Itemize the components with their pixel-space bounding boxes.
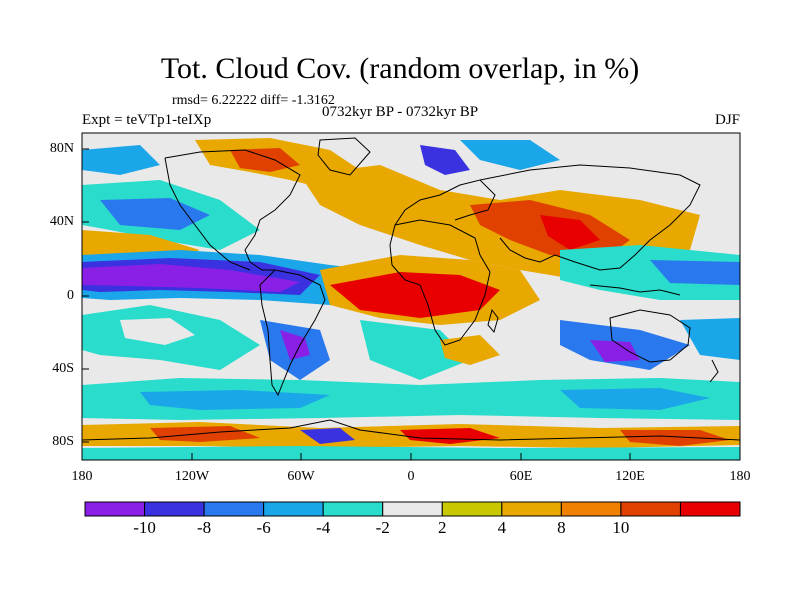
experiment-label: Expt = teVTp1-teIXp [82,112,212,128]
sh-white-1 [120,318,195,345]
lon-label-120e: 120E [615,469,645,484]
new-zealand-coast [709,359,719,383]
atlantic-red [330,272,500,318]
africa-coast [389,219,491,346]
madagascar-coast [487,308,499,334]
eq-violet-band [82,264,300,292]
lon-label-0: 0 [407,469,415,484]
lat-label-40n: 40N [49,214,74,229]
antarctica-coast [82,419,740,441]
sh-cyan-2 [360,320,470,380]
colorbar-swatch [382,501,443,517]
lat-label-80s: 80S [52,434,74,449]
asia-coast [479,164,701,271]
colorbar-swatch [441,501,503,517]
colorbar-label: -10 [133,518,156,537]
lon-label-180e: 180 [729,469,751,484]
colorbar-swatch [322,501,384,517]
lon-label-60e: 60E [509,469,533,484]
axis-ticks [82,148,631,460]
greenland-coast [317,137,371,176]
colorbar-label: -4 [316,518,331,537]
colorbar-swatch [203,501,265,517]
lat-label-80n: 80N [49,141,74,156]
antarctic-red-3 [620,430,730,446]
colorbar-swatch [144,501,205,517]
colorbar [84,501,741,517]
period-label: 0732kyr BP - 0732kyr BP [321,104,479,120]
map-field [82,133,740,460]
arctic-cyan-west [82,145,160,175]
colorbar-swatch [501,501,562,517]
north-america-coast [164,149,301,271]
lon-label-180w: 180 [71,469,93,484]
colorbar-label: 4 [497,518,507,537]
southern-ocean-blue [140,390,330,410]
season-label: DJF [714,112,740,128]
colorbar-label: 10 [612,518,630,537]
australia-coast [609,309,691,363]
colorbar-label: -6 [256,518,271,537]
lon-label-60w: 60W [287,469,315,484]
colorbar-label: -2 [375,518,390,537]
south-america-coast [259,269,326,397]
southern-ocean-blue-2 [560,388,710,410]
antarctic-red-2 [400,428,500,444]
colorbar-swatch [263,501,324,517]
europe-coast [394,179,496,226]
chart-title: Tot. Cloud Cov. (random overlap, in %) [160,52,640,85]
lat-label-0: 0 [67,288,74,303]
antarctic-blue [300,428,355,444]
colorbar-label: 2 [438,518,447,537]
npacific-blue [100,198,210,230]
coastlines [82,137,740,441]
colorbar-swatch [620,501,681,517]
eurasia-red-2 [540,215,600,250]
north-america-west-coast [164,157,251,271]
arctic-red [230,148,300,172]
colorbar-label: 8 [557,518,566,537]
colorbar-label: -8 [196,518,212,537]
colorbar-swatch [84,501,146,517]
sh-violet-2 [590,340,640,362]
colorbar-swatch [560,501,622,517]
arctic-cyan [460,140,560,170]
stats-line: rmsd= 6.22222 diff= -1.3162 [172,93,335,108]
lon-label-120w: 120W [174,469,210,484]
antarctic-red-1 [150,426,260,442]
southern-ocean-cyan [82,378,740,420]
lat-label-40s: 40S [52,361,74,376]
wpac-blue [650,260,740,285]
indonesia-coast [589,284,681,296]
arctic-blue [420,145,470,175]
sh-orange-1 [440,335,500,365]
sh-violet-1 [280,330,310,360]
colorbar-swatch [679,501,741,517]
sh-cyan-3 [680,318,740,360]
